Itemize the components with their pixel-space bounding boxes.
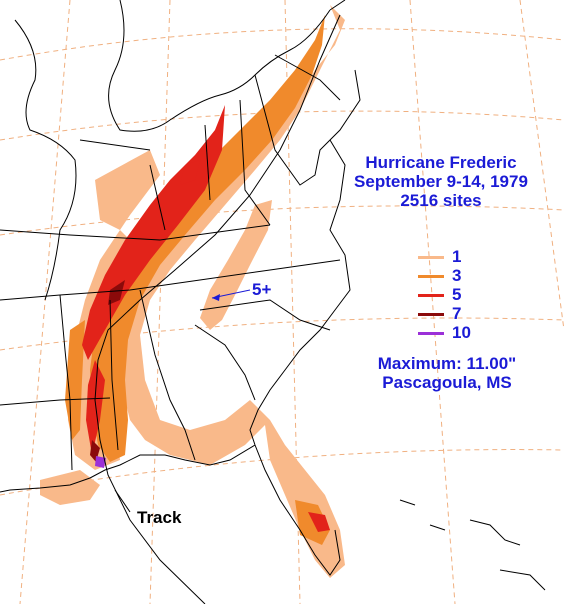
legend-label: 10 xyxy=(452,323,471,342)
legend-label: 5 xyxy=(452,285,462,304)
callout-label: 5+ xyxy=(252,280,272,299)
maximum-value: Maximum: 11.00" xyxy=(377,354,517,373)
storm-track-line xyxy=(94,14,341,604)
legend-swatch xyxy=(418,313,444,316)
map-title: Hurricane Frederic xyxy=(365,153,517,172)
legend-swatch xyxy=(418,294,444,297)
map-dates: September 9-14, 1979 xyxy=(354,172,528,191)
map-site-count: 2516 sites xyxy=(400,191,482,210)
rain-10in-contour xyxy=(95,456,106,468)
legend-swatch xyxy=(418,332,444,335)
legend-swatch xyxy=(418,256,444,259)
legend-swatch xyxy=(418,275,444,278)
track-label-leader xyxy=(114,489,131,513)
legend-label: 3 xyxy=(452,266,462,285)
legend-label: 7 xyxy=(452,304,462,323)
borders xyxy=(0,0,546,591)
track-label: Track xyxy=(137,508,182,527)
legend-label: 1 xyxy=(452,247,462,266)
callout-arrowhead xyxy=(212,294,220,301)
maximum-location: Pascagoula, MS xyxy=(382,373,512,392)
